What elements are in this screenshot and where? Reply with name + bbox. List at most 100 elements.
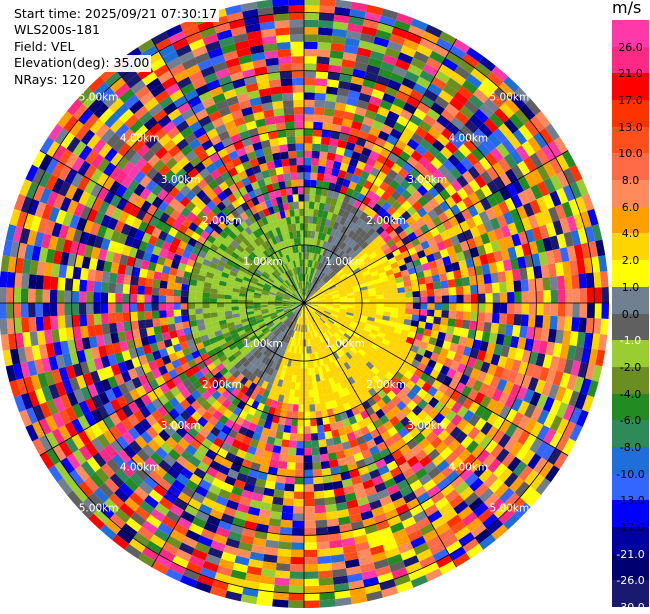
velocity-bin <box>166 310 174 318</box>
velocity-bin <box>398 303 405 308</box>
velocity-bin <box>278 56 291 64</box>
velocity-bin <box>285 476 295 484</box>
velocity-bin <box>485 293 493 303</box>
velocity-bin <box>304 470 313 477</box>
velocity-bin <box>304 542 317 550</box>
velocity-bin <box>276 563 290 571</box>
velocity-bin <box>316 180 323 188</box>
velocity-bin <box>271 94 283 103</box>
velocity-bin <box>507 303 515 314</box>
velocity-bin <box>144 286 152 295</box>
velocity-bin <box>505 270 514 282</box>
velocity-bin <box>490 272 499 283</box>
velocity-bin <box>309 201 315 209</box>
velocity-bin <box>181 303 188 309</box>
velocity-bin <box>304 238 307 245</box>
velocity-bin <box>298 412 304 419</box>
velocity-bin <box>427 289 435 296</box>
velocity-bin <box>304 209 309 216</box>
velocity-bin <box>326 160 335 168</box>
velocity-bin <box>188 291 196 297</box>
velocity-bin <box>28 289 36 303</box>
velocity-bin <box>196 286 204 292</box>
velocity-bin <box>500 303 508 314</box>
velocity-bin <box>137 294 144 303</box>
velocity-bin <box>21 288 29 303</box>
velocity-bin <box>391 308 399 313</box>
velocity-bin <box>294 209 299 217</box>
velocity-bin <box>284 107 295 115</box>
velocity-bin <box>427 303 434 310</box>
velocity-bin <box>290 172 297 180</box>
velocity-bin <box>294 477 304 485</box>
velocity-bin <box>304 13 319 21</box>
velocity-bin <box>152 279 160 288</box>
velocity-bin <box>79 314 87 326</box>
velocity-bin <box>181 315 189 322</box>
velocity-bin <box>188 314 196 321</box>
velocity-bin <box>564 317 572 331</box>
velocity-bin <box>325 504 337 513</box>
velocity-bin <box>286 187 293 195</box>
velocity-bin <box>130 285 138 294</box>
velocity-bin <box>310 187 316 195</box>
velocity-bin <box>282 505 293 513</box>
velocity-bin <box>309 209 314 217</box>
velocity-bin <box>304 42 318 50</box>
velocity-bin <box>139 268 148 278</box>
velocity-bin <box>217 303 224 308</box>
velocity-bin <box>304 434 311 441</box>
velocity-bin <box>152 295 159 303</box>
velocity-bin <box>327 518 339 527</box>
velocity-bin <box>420 309 428 316</box>
velocity-bin <box>36 275 44 289</box>
velocity-bin <box>195 303 202 309</box>
velocity-bin <box>286 411 293 419</box>
velocity-bin <box>50 303 58 316</box>
velocity-bin <box>14 303 22 318</box>
velocity-bin <box>369 299 376 303</box>
velocity-bin <box>288 151 296 159</box>
velocity-bin <box>317 173 325 181</box>
velocity-bin <box>446 271 455 280</box>
velocity-bin <box>202 292 210 298</box>
velocity-bin <box>318 166 326 174</box>
velocity-bin <box>304 100 315 108</box>
velocity-bin <box>50 276 58 290</box>
velocity-bin <box>304 216 309 223</box>
velocity-bin <box>447 279 455 288</box>
velocity-bin <box>324 101 335 110</box>
velocity-bin <box>210 293 218 298</box>
velocity-bin <box>195 297 202 303</box>
velocity-bin <box>506 314 514 325</box>
velocity-bin <box>290 571 304 579</box>
velocity-bin <box>463 286 471 295</box>
velocity-bin <box>471 294 478 303</box>
ppi-plot: 1.00km1.00km1.00km1.00km2.00km2.00km2.00… <box>0 0 610 610</box>
velocity-bin <box>283 498 294 506</box>
velocity-bin <box>304 506 315 514</box>
velocity-bin <box>513 280 521 292</box>
velocity-bin <box>130 312 138 321</box>
velocity-bin <box>304 368 308 375</box>
velocity-bin <box>477 284 485 294</box>
velocity-bin <box>280 527 293 535</box>
velocity-bin <box>272 445 281 454</box>
velocity-bin <box>406 303 413 309</box>
velocity-bin <box>529 303 537 315</box>
velocity-bin <box>293 513 304 521</box>
velocity-bin <box>304 513 315 521</box>
velocity-bin <box>292 187 298 195</box>
velocity-bin <box>274 20 289 28</box>
velocity-bin <box>35 303 43 317</box>
velocity-bin <box>557 276 565 290</box>
velocity-bin <box>270 511 282 520</box>
velocity-bin <box>116 273 124 284</box>
velocity-bin <box>153 326 162 335</box>
velocity-bin <box>453 270 462 279</box>
velocity-bin <box>276 35 290 43</box>
velocity-bin <box>272 599 288 607</box>
velocity-bin <box>277 49 291 57</box>
velocity-bin <box>123 312 131 322</box>
velocity-bin <box>304 56 317 64</box>
